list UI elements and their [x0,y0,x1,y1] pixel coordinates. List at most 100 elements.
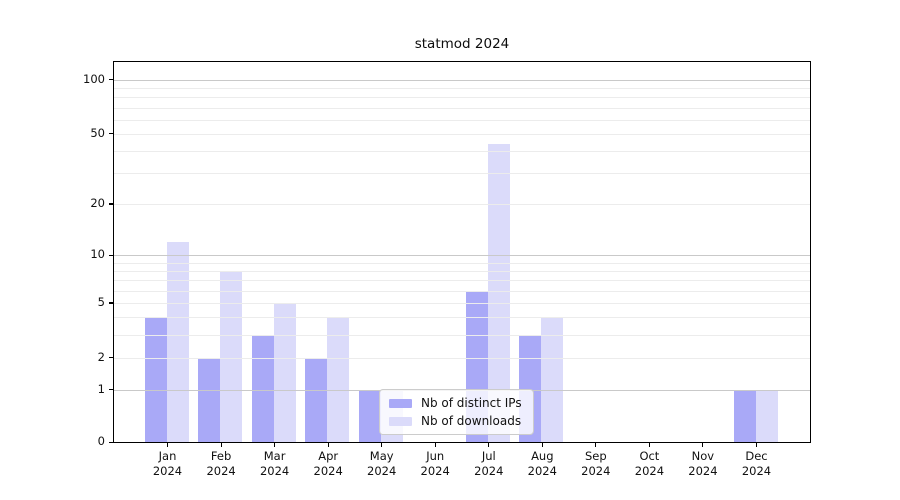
x-tick-month: Jan [158,449,177,463]
x-tick-year: 2024 [474,464,504,478]
x-axis-tick [274,442,276,447]
x-axis-tick [220,442,222,447]
chart-title: statmod 2024 [414,36,510,52]
legend-swatch-distinct-ips [389,398,412,408]
x-tick-year: 2024 [688,464,718,478]
bar-distinct-ips-may [358,389,381,442]
y-axis-tick [109,357,114,359]
plot-area: Nb of distinct IPs Nb of downloads Jan 20… [109,61,811,478]
gridline-minor [114,203,810,205]
x-tick-month: Apr [318,449,339,463]
x-tick-label: Oct 2024 [621,449,677,479]
x-tick-month: Oct [639,449,660,463]
legend: Nb of distinct IPs Nb of downloads [379,389,534,435]
y-tick-label: 5 [97,294,105,309]
x-tick-month: Mar [263,449,286,463]
gridline-minor [114,97,810,99]
gridline-minor [114,290,810,292]
x-tick-label: Apr 2024 [300,449,356,479]
x-tick-label: Jan 2024 [140,449,196,479]
x-tick-year: 2024 [313,464,343,478]
x-tick-year: 2024 [420,464,450,478]
bar-downloads-feb [220,270,243,442]
y-axis-tick [109,302,114,304]
x-axis-tick [166,442,169,447]
x-tick-label: Nov 2024 [675,449,731,479]
x-tick-year: 2024 [527,464,557,478]
x-tick-label: Mar 2024 [247,449,303,479]
x-tick-label: May 2024 [354,449,410,479]
x-tick-month: Feb [210,449,232,463]
gridline-minor [114,107,810,109]
y-axis-tick [109,79,114,81]
x-axis-tick [488,442,490,447]
x-tick-year: 2024 [581,464,611,478]
y-axis-tick [109,133,114,135]
gridline-minor [114,88,810,89]
gridline-minor [114,302,810,304]
bar-distinct-ips-apr [305,357,328,442]
x-tick-label: Jun 2024 [407,449,463,479]
y-tick-label: 20 [90,195,105,210]
gridline-minor [114,334,810,336]
bar-distinct-ips-jan [144,317,167,442]
y-axis-tick [109,254,114,256]
gridline-minor [114,270,810,272]
x-axis-tick [755,442,758,447]
gridline-minor [114,262,810,264]
bar-downloads-dec [755,389,778,442]
y-tick-label: 2 [97,349,105,364]
x-axis-tick [434,442,436,447]
x-tick-month: Jun [426,449,445,463]
x-tick-year: 2024 [152,464,183,478]
y-axis-tick [109,203,114,205]
bar-downloads-aug [541,317,564,442]
x-tick-month: Sep [584,449,607,463]
bar-distinct-ips-mar [251,334,274,442]
gridline-major [114,255,810,256]
legend-label-downloads: Nb of downloads [421,414,522,428]
x-axis-tick [381,442,383,447]
x-tick-year: 2024 [259,464,290,478]
gridline-minor [114,151,810,152]
bar-downloads-apr [327,317,350,442]
y-tick-label: 0 [97,434,105,448]
y-axis-tick [109,441,114,443]
legend-item-distinct-ips: Nb of distinct IPs [389,396,522,410]
x-tick-label: Jul 2024 [461,449,517,479]
legend-swatch-downloads [389,416,412,426]
y-tick-label: 10 [90,247,105,261]
x-tick-label: Sep 2024 [568,449,624,479]
x-tick-label: Dec 2024 [729,449,785,479]
x-axis-tick [648,442,650,447]
bar-distinct-ips-feb [198,357,221,442]
bar-downloads-jan [166,241,189,442]
x-tick-month: Dec [745,449,768,463]
gridline-minor [114,357,810,359]
x-axis-tick [541,442,543,447]
x-axis-tick [702,442,704,447]
gridline-minor [114,280,810,282]
bar-downloads-mar [273,302,296,442]
legend-label-distinct-ips: Nb of distinct IPs [421,396,522,410]
bar-downloads-jul [487,143,510,442]
x-axis-tick [595,442,597,447]
gridline-minor [114,317,810,319]
x-axis-tick [327,442,329,447]
x-tick-month: Jul [481,449,496,463]
y-axis-tick [109,389,114,391]
y-tick-label: 50 [90,125,105,140]
x-tick-year: 2024 [634,464,665,478]
y-tick-label: 100 [83,71,105,86]
x-tick-label: Feb 2024 [193,449,249,479]
legend-item-downloads: Nb of downloads [389,414,522,428]
x-tick-month: May [369,449,394,463]
x-tick-label: Aug 2024 [514,449,570,479]
gridline-minor [114,119,810,121]
gridline-minor [114,133,810,135]
gridline-minor [114,173,810,175]
x-tick-month: Aug [531,449,554,463]
x-tick-year: 2024 [206,464,236,478]
x-tick-month: Nov [691,449,715,463]
